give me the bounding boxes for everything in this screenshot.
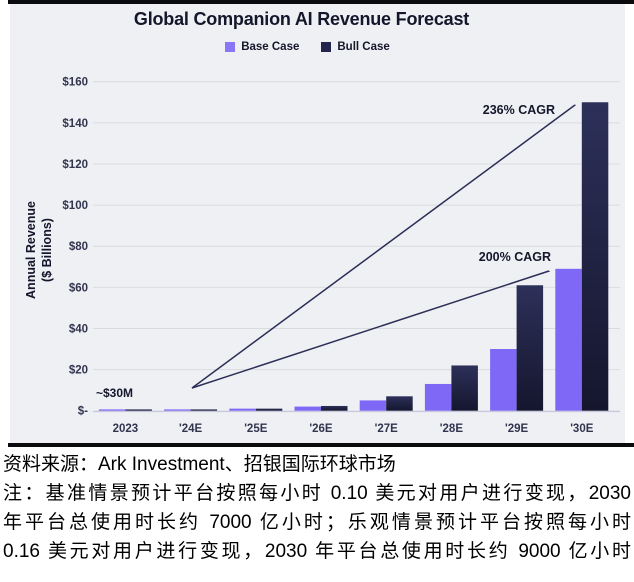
cagr-bull-arrow [191,105,575,389]
chart-legend: Base Case Bull Case [0,41,615,53]
bar-bull-case-25e [255,408,283,411]
bar-base-case-28e [424,383,452,411]
bar-bull-case-30e [581,102,609,411]
y-tick-label: $80 [69,241,88,253]
bar-bull-case-2023 [125,409,152,411]
legend-label-bull-case: Bull Case [337,41,390,53]
revenue-bar-chart: $- $20 $40 $60 $80 $100 $120 $140 $160 2023 '24E '2… [62,77,620,435]
y-tick-label: $40 [69,323,88,335]
bar-base-case-30e [555,268,582,411]
y-tick-label: $60 [69,282,88,294]
bull-case-swatch-icon [321,42,332,52]
x-tick-label: '29E [505,423,529,435]
bar-base-case-2023 [98,409,126,411]
bar-bull-case-29e [516,285,544,411]
bottom-divider-rule [8,443,634,447]
bar-bull-case-27e [386,396,413,411]
y-tick-label: $120 [62,159,88,171]
bar-base-case-25e [229,408,256,411]
x-tick-label: '26E [309,423,333,435]
bar-base-case-26e [294,406,321,411]
chart-card: Global Companion AI Revenue Forecast Bas… [10,4,625,443]
note-line: 0.16 美元对用户进行变现，2030 年平台总使用时长约 9000 亿小时 [3,541,631,562]
base-case-swatch-icon [225,42,236,52]
y-tick-label: $- [78,406,88,418]
legend-label-base-case: Base Case [241,41,300,53]
bar-bull-case-24e [190,409,218,411]
source-line: 资料来源：Ark Investment、招银国际环球市场 [3,454,396,475]
legend-item-bull-case: Bull Case [321,41,390,53]
bar-base-case-24e [164,409,191,411]
start-value-annotation: ~$30M [96,386,133,400]
x-tick-label: '27E [375,423,399,435]
chart-title: Global Companion AI Revenue Forecast [133,9,470,29]
cagr-bull-annotation: 236% CAGR [483,103,555,117]
note-line: 年平台总使用时长约 7000 亿小时；乐观情景预计平台按照每小时 [3,512,631,533]
y-tick-label: $160 [62,77,88,89]
x-tick-label: '24E [179,423,203,435]
bar-bull-case-26e [321,405,348,411]
top-divider-rule [8,0,634,4]
y-tick-label: $20 [69,365,88,377]
y-tick-label: $100 [62,200,88,212]
source-notes: 资料来源：Ark Investment、招银国际环球市场 注：基准情景预计平台按… [3,450,631,566]
x-tick-label: '28E [440,423,464,435]
x-tick-label: '25E [244,423,268,435]
bar-bull-case-28e [451,365,478,411]
x-tick-label: '30E [570,423,594,435]
legend-item-base-case: Base Case [225,41,299,53]
note-line: 注：基准情景预计平台按照每小时 0.10 美元对用户进行变现，2030 [3,483,631,504]
y-tick-label: $140 [62,118,88,130]
cagr-base-annotation: 200% CAGR [479,250,551,264]
bar-base-case-27e [359,400,387,411]
bar-base-case-29e [490,349,517,411]
cagr-base-arrow [191,271,549,389]
x-tick-label: 2023 [113,423,139,435]
